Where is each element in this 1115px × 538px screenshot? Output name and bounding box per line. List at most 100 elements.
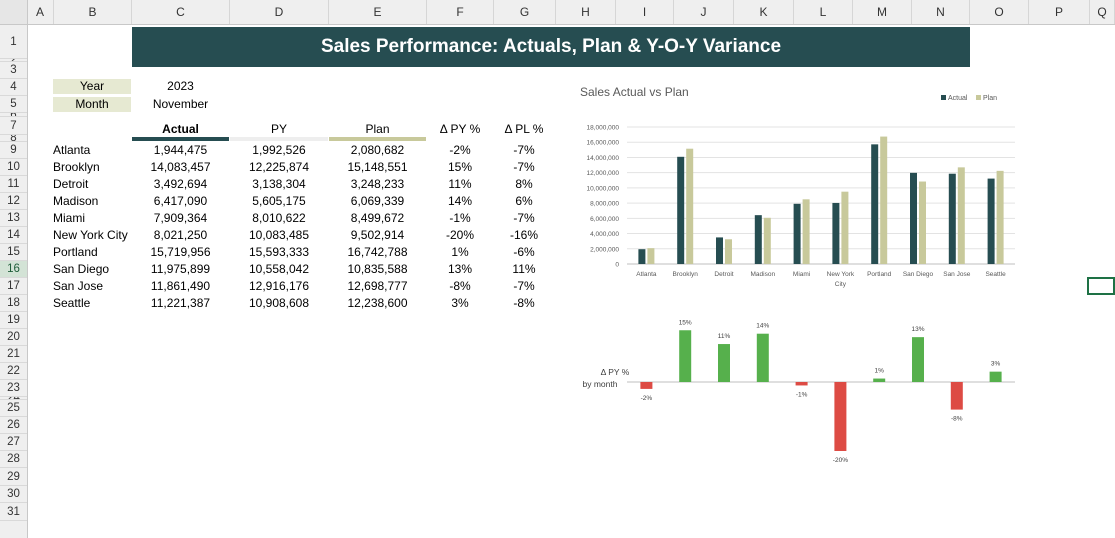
column-header-f[interactable]: F xyxy=(427,0,494,24)
table-cell-dpl[interactable]: -7% xyxy=(513,160,535,174)
column-header-i[interactable]: I xyxy=(616,0,674,24)
column-header-a[interactable]: A xyxy=(27,0,54,24)
year-value[interactable]: 2023 xyxy=(167,79,194,93)
row-header-26[interactable]: 26 xyxy=(0,417,27,434)
selected-cell[interactable] xyxy=(1087,277,1115,295)
py-variance-chart[interactable]: Δ PY % by month -2% 15% 11% 14% -1% -20% 1% 13% -8… xyxy=(570,305,1030,480)
column-header-e[interactable]: E xyxy=(329,0,427,24)
table-cell-dpy[interactable]: -2% xyxy=(449,143,471,157)
row-header-29[interactable]: 29 xyxy=(0,468,27,486)
row-header-16[interactable]: 16 xyxy=(0,261,27,278)
table-cell-dpl[interactable]: 8% xyxy=(515,177,533,191)
table-cell-city[interactable]: Detroit xyxy=(53,177,89,191)
row-header-12[interactable]: 12 xyxy=(0,193,27,210)
table-cell-dpl[interactable]: -7% xyxy=(513,211,535,225)
table-cell-city[interactable]: Miami xyxy=(53,211,85,225)
row-header-18[interactable]: 18 xyxy=(0,295,27,312)
row-header-15[interactable]: 15 xyxy=(0,244,27,261)
table-cell-dpy[interactable]: 3% xyxy=(451,296,469,310)
row-header-25[interactable]: 25 xyxy=(0,400,27,417)
row-header-23[interactable]: 23 xyxy=(0,380,27,397)
table-cell-city[interactable]: Brooklyn xyxy=(53,160,100,174)
table-cell-city[interactable]: Portland xyxy=(53,245,98,259)
column-header-h[interactable]: H xyxy=(556,0,616,24)
month-value[interactable]: November xyxy=(152,97,209,111)
table-cell-dpl[interactable]: -6% xyxy=(513,245,535,259)
row-header-9[interactable]: 9 xyxy=(0,142,27,159)
column-header-o[interactable]: O xyxy=(970,0,1029,24)
column-header-q[interactable]: Q xyxy=(1090,0,1115,24)
table-cell-plan[interactable]: 12,698,777 xyxy=(347,279,408,293)
column-header-n[interactable]: N xyxy=(912,0,970,24)
table-cell-dpy[interactable]: -8% xyxy=(449,279,471,293)
column-header-b[interactable]: B xyxy=(54,0,132,24)
column-header-c[interactable]: C xyxy=(132,0,230,24)
table-cell-py[interactable]: 8,010,622 xyxy=(252,211,306,225)
row-header-10[interactable]: 10 xyxy=(0,159,27,176)
table-cell-dpy[interactable]: 15% xyxy=(447,160,473,174)
column-header-p[interactable]: P xyxy=(1029,0,1090,24)
table-cell-plan[interactable]: 12,238,600 xyxy=(347,296,408,310)
row-header-8[interactable]: 8 xyxy=(0,135,27,142)
actual-vs-plan-chart[interactable]: Sales Actual vs Plan Actual Plan 0 2,000,000… xyxy=(570,80,1030,300)
table-cell-py[interactable]: 12,225,874 xyxy=(248,160,310,174)
table-cell-city[interactable]: San Diego xyxy=(53,262,110,276)
column-header-d[interactable]: D xyxy=(230,0,329,24)
table-cell-py[interactable]: 10,558,042 xyxy=(248,262,310,276)
column-header-l[interactable]: L xyxy=(794,0,853,24)
table-cell-py[interactable]: 1,992,526 xyxy=(252,143,306,157)
row-header-4[interactable]: 4 xyxy=(0,79,27,96)
table-cell-dpy[interactable]: -20% xyxy=(445,228,474,242)
table-cell-plan[interactable]: 6,069,339 xyxy=(350,194,405,208)
column-header-g[interactable]: G xyxy=(494,0,556,24)
table-cell-plan[interactable]: 8,499,672 xyxy=(350,211,405,225)
table-cell-plan[interactable]: 15,148,551 xyxy=(347,160,408,174)
table-cell-actual[interactable]: 11,975,899 xyxy=(150,262,211,276)
table-cell-actual[interactable]: 14,083,457 xyxy=(150,160,211,174)
row-header-27[interactable]: 27 xyxy=(0,434,27,451)
table-cell-city[interactable]: San Jose xyxy=(53,279,104,293)
table-cell-actual[interactable]: 11,861,490 xyxy=(150,279,211,293)
row-header-17[interactable]: 17 xyxy=(0,278,27,295)
table-cell-dpl[interactable]: 11% xyxy=(512,262,536,276)
table-cell-actual[interactable]: 15,719,956 xyxy=(150,245,211,259)
row-header-7[interactable]: 7 xyxy=(0,117,27,135)
table-cell-py[interactable]: 5,605,175 xyxy=(252,194,306,208)
table-cell-city[interactable]: Seattle xyxy=(53,296,91,310)
row-header-19[interactable]: 19 xyxy=(0,312,27,329)
table-cell-py[interactable]: 10,083,485 xyxy=(248,228,310,242)
table-cell-actual[interactable]: 6,417,090 xyxy=(153,194,208,208)
table-cell-actual[interactable]: 1,944,475 xyxy=(153,143,208,157)
table-cell-py[interactable]: 12,916,176 xyxy=(248,279,310,293)
table-cell-actual[interactable]: 11,221,387 xyxy=(150,296,211,310)
row-header-2[interactable]: 2 xyxy=(0,59,27,62)
row-header-6[interactable]: 6 xyxy=(0,113,27,117)
table-cell-dpl[interactable]: -16% xyxy=(509,228,538,242)
row-header-13[interactable]: 13 xyxy=(0,210,27,227)
table-cell-actual[interactable]: 8,021,250 xyxy=(153,228,208,242)
table-cell-py[interactable]: 10,908,608 xyxy=(248,296,310,310)
table-cell-dpl[interactable]: 6% xyxy=(515,194,533,208)
table-cell-actual[interactable]: 7,909,364 xyxy=(153,211,208,225)
row-header-3[interactable]: 3 xyxy=(0,62,27,79)
table-cell-dpy[interactable]: 11% xyxy=(448,177,472,191)
row-header-14[interactable]: 14 xyxy=(0,227,27,244)
table-cell-dpl[interactable]: -8% xyxy=(513,296,535,310)
row-header-1[interactable]: 1 xyxy=(0,25,27,59)
column-header-m[interactable]: M xyxy=(853,0,912,24)
column-header-j[interactable]: J xyxy=(674,0,734,24)
table-cell-city[interactable]: Atlanta xyxy=(53,143,91,157)
table-cell-dpy[interactable]: -1% xyxy=(449,211,471,225)
table-cell-plan[interactable]: 9,502,914 xyxy=(350,228,405,242)
select-all-corner[interactable] xyxy=(0,0,28,24)
table-cell-dpl[interactable]: -7% xyxy=(513,143,535,157)
table-cell-plan[interactable]: 16,742,788 xyxy=(347,245,408,259)
column-header-k[interactable]: K xyxy=(734,0,794,24)
table-cell-actual[interactable]: 3,492,694 xyxy=(153,177,208,191)
table-cell-city[interactable]: New York City xyxy=(53,228,128,242)
row-header-20[interactable]: 20 xyxy=(0,329,27,346)
table-cell-py[interactable]: 15,593,333 xyxy=(248,245,310,259)
row-header-30[interactable]: 30 xyxy=(0,486,27,503)
table-cell-py[interactable]: 3,138,304 xyxy=(252,177,306,191)
table-cell-plan[interactable]: 10,835,588 xyxy=(347,262,408,276)
